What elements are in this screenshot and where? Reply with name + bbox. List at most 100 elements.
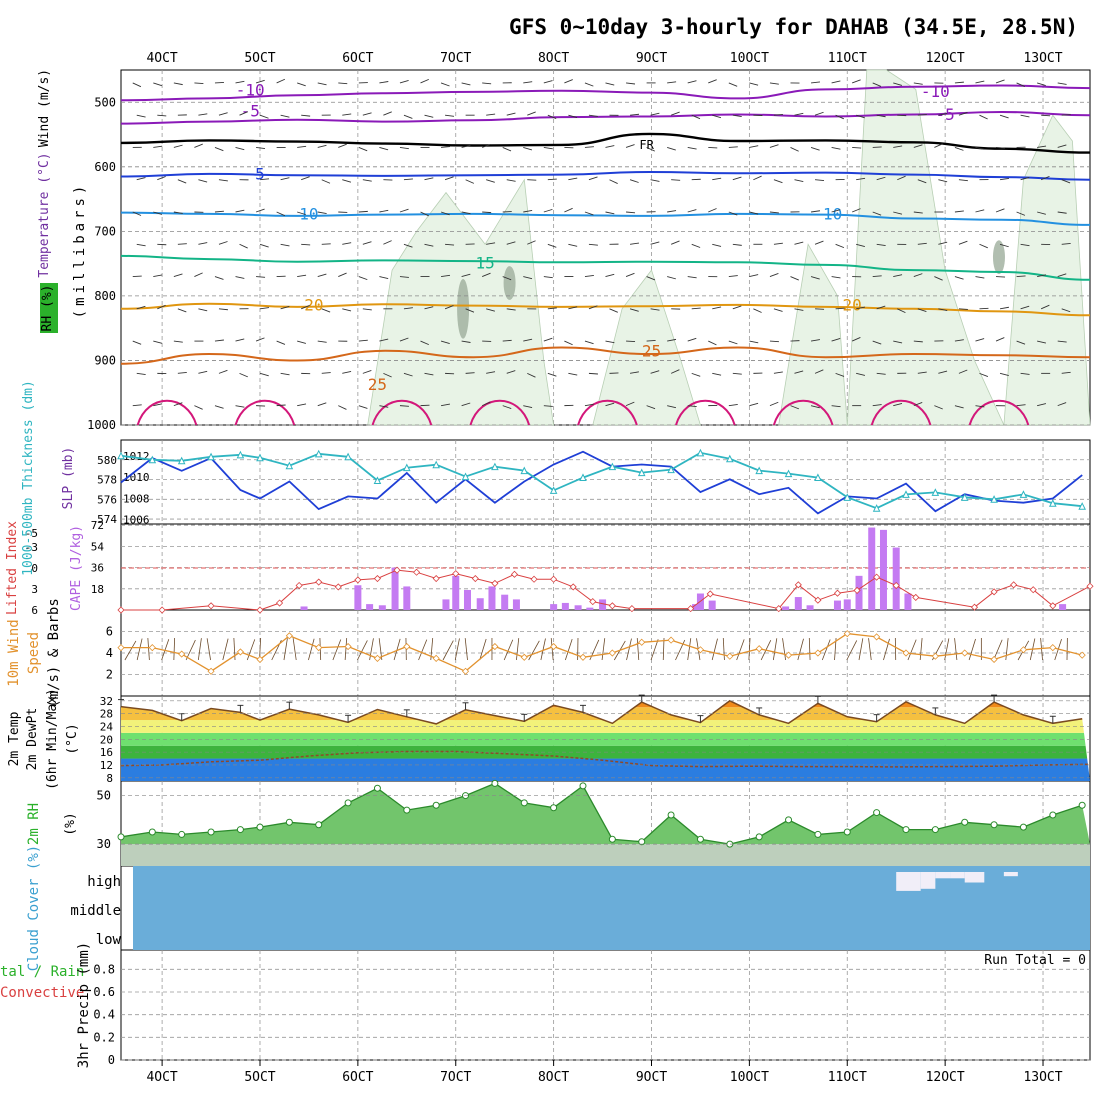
- thickness-marker: [520, 466, 529, 475]
- wind-barb: [1020, 305, 1030, 310]
- lifted-index-marker: [315, 578, 323, 586]
- wind-barb: [547, 178, 557, 181]
- panel-frame-slp: [120, 439, 1091, 525]
- wind-barb: [975, 209, 985, 213]
- wind-barb: [605, 340, 615, 344]
- wind-barb: [543, 276, 553, 279]
- top-date-tick-label: 8OCT: [538, 51, 569, 66]
- rh-marker: [315, 821, 323, 829]
- wind-barb: [465, 308, 475, 313]
- wind-barb: [872, 404, 882, 407]
- wind-barb: [856, 177, 866, 181]
- thickness-tick-label: 576: [97, 493, 117, 506]
- wind-barb: [646, 147, 656, 152]
- cape-bar: [366, 604, 374, 610]
- wind-barb: [872, 340, 882, 345]
- wind-barb: [297, 274, 307, 277]
- wind-barb: [913, 273, 923, 277]
- thickness-axis-label: 1000-500mb Thickness (dm): [21, 380, 36, 576]
- wind-barb: [1061, 179, 1071, 184]
- wind-barb: [523, 209, 533, 213]
- lifted-index-marker: [354, 576, 362, 584]
- wind-barb: [424, 114, 434, 118]
- wind-barb: [687, 209, 697, 213]
- wind-barb: [728, 275, 738, 277]
- wind-barb: [893, 403, 903, 407]
- wind-barb: [543, 208, 553, 213]
- wind-barb: [954, 339, 964, 342]
- wind-barb: [852, 79, 861, 84]
- wind-barb: [938, 241, 948, 245]
- rh-marker: [178, 830, 186, 838]
- surface-wind-barb: [687, 638, 692, 661]
- wind-speed-marker: [784, 651, 793, 659]
- precip-tick-label: 0.2: [93, 1030, 115, 1044]
- temperature-tick-label: 32: [100, 695, 113, 708]
- rh-marker: [207, 828, 215, 836]
- surface-wind-barb: [516, 638, 520, 661]
- surface-wind-barb: [782, 638, 786, 661]
- top-date-tick-label: 12OCT: [926, 51, 965, 66]
- cape-bar: [391, 567, 399, 610]
- wind-barb: [917, 308, 927, 313]
- wind-barb: [584, 211, 594, 216]
- wind-barb: [564, 79, 573, 84]
- contour-label: -5: [241, 101, 260, 120]
- wind-barb: [153, 340, 163, 344]
- high-cloud-bar: [920, 872, 936, 889]
- contour-label: 10: [823, 205, 842, 224]
- isotherm-30-loop: [870, 399, 932, 426]
- wind-barb: [934, 276, 943, 281]
- wind-speed-marker: [638, 638, 646, 646]
- thickness-marker: [1019, 490, 1028, 498]
- wind-barb: [276, 78, 286, 84]
- thickness-marker: [872, 504, 881, 512]
- wind-barb: [708, 208, 717, 213]
- temperature-axis-label-1: 2m Temp: [7, 711, 22, 766]
- wind-barb: [132, 404, 142, 407]
- wind-barb: [568, 243, 578, 247]
- wind-barb: [338, 143, 347, 148]
- thickness-marker: [814, 473, 822, 482]
- wind-barb: [872, 82, 882, 87]
- wind-barb: [358, 210, 368, 213]
- lifted-index-marker: [970, 603, 979, 611]
- wind-barb: [893, 211, 903, 215]
- isotherm-30-loop: [371, 399, 433, 426]
- wind-barb: [420, 211, 429, 217]
- bottom-date-tick-label: 8OCT: [538, 1070, 569, 1085]
- wind-barb: [667, 405, 677, 409]
- cape-bar: [892, 547, 900, 610]
- cape-tick-label: 36: [91, 562, 104, 575]
- wind-speed-marker: [491, 642, 499, 651]
- wind-barb: [280, 306, 290, 310]
- contour-label: -10: [921, 82, 950, 101]
- wind-barb: [856, 243, 865, 248]
- wind-barb: [629, 308, 639, 312]
- surface-wind-barb: [636, 638, 640, 661]
- wind-barb: [732, 305, 742, 310]
- rh-marker: [236, 826, 244, 834]
- wind-barb: [773, 371, 783, 374]
- wind-barb: [1057, 144, 1067, 148]
- wind-barb: [769, 211, 779, 214]
- wind-barb: [938, 370, 948, 374]
- wind-barb: [362, 241, 372, 245]
- wind-barb: [728, 340, 738, 345]
- lifted-index-marker: [569, 583, 577, 591]
- slp-tick-label: 1012: [123, 450, 150, 463]
- top-date-tick-label: 10OCT: [730, 51, 769, 66]
- wind-barb: [667, 210, 677, 213]
- contour-label: 15: [475, 254, 494, 273]
- wind-barb: [1057, 402, 1067, 407]
- wind-barb: [667, 81, 677, 84]
- thickness-marker: [314, 449, 323, 458]
- wind-barb: [605, 273, 615, 277]
- wind-barb: [1016, 275, 1026, 277]
- surface-wind-barb: [344, 638, 348, 661]
- wind-barb: [629, 371, 639, 374]
- wind-barb: [461, 82, 471, 86]
- wind-barb: [897, 175, 906, 181]
- wind-barb: [814, 111, 824, 116]
